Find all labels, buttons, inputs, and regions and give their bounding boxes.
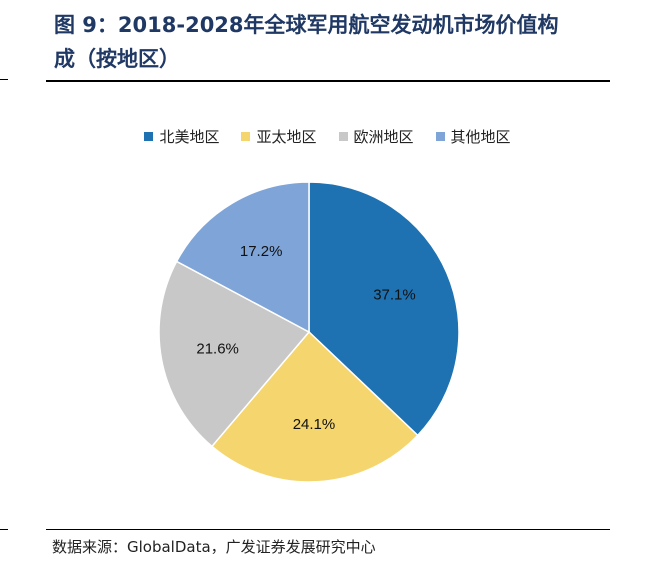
legend-label: 欧洲地区 [353, 128, 414, 146]
left-tick-top [0, 79, 8, 80]
legend-label: 其他地区 [450, 128, 511, 146]
slice-value-label: 24.1% [293, 416, 336, 433]
legend-swatch [241, 132, 251, 141]
slice-value-label: 21.6% [196, 340, 239, 357]
legend-swatch [338, 132, 348, 141]
legend-item-europe: 欧洲地区 [338, 126, 414, 147]
legend-label: 亚太地区 [256, 128, 317, 146]
source-divider [46, 529, 610, 530]
pie-slice [175, 181, 310, 334]
figure-title: 图 9：2018-2028年全球军用航空发动机市场价值构 成（按地区） [54, 8, 634, 76]
legend-swatch [144, 132, 154, 141]
chart-legend: 北美地区 亚太地区 欧洲地区 其他地区 [0, 126, 655, 147]
pie-slice [210, 330, 419, 483]
left-tick-bottom [0, 529, 8, 530]
slice-value-label: 17.2% [240, 243, 283, 260]
source-note: 数据来源：GlobalData，广发证券发展研究中心 [52, 538, 376, 556]
legend-item-other: 其他地区 [435, 126, 511, 147]
legend-item-north-america: 北美地区 [144, 126, 219, 147]
figure-title-line-1: 图 9：2018-2028年全球军用航空发动机市场价值构 [54, 13, 559, 37]
pie-slice [158, 260, 311, 448]
legend-item-asia-pacific: 亚太地区 [241, 126, 317, 147]
slice-value-label: 37.1% [373, 286, 416, 303]
legend-label: 北美地区 [159, 128, 220, 146]
pie-slice [308, 181, 460, 437]
legend-swatch [435, 132, 445, 141]
title-divider [46, 80, 610, 82]
figure-title-line-2: 成（按地区） [54, 47, 180, 71]
